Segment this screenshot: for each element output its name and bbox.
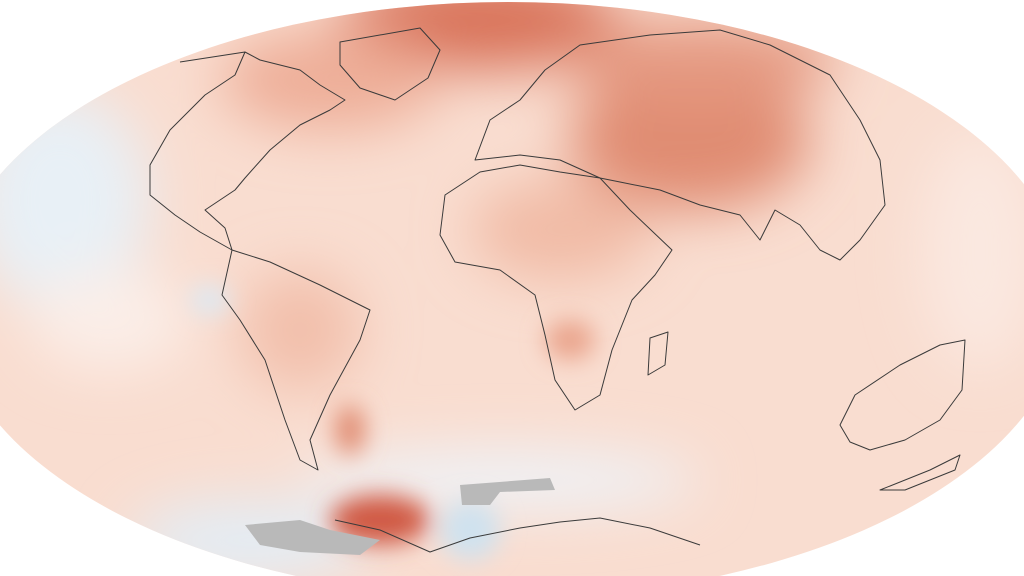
- cool-patch: [190, 285, 230, 315]
- antarctica: [334, 517, 701, 553]
- greenland: [339, 27, 441, 101]
- new-zealand: [879, 454, 961, 491]
- warm-patch: [240, 270, 360, 390]
- no-data-area: [245, 520, 380, 555]
- warm-patch: [470, 180, 650, 280]
- warm-patch: [220, 30, 440, 130]
- neutral-patch: [30, 270, 190, 370]
- australia: [839, 339, 966, 451]
- strong-anomalies: [190, 285, 595, 560]
- warm-patch: [340, 2, 620, 70]
- madagascar: [647, 331, 669, 376]
- warm-patch: [330, 495, 430, 545]
- warm-patch: [570, 70, 810, 210]
- cool-patch: [440, 500, 500, 560]
- warm-patch: [335, 405, 365, 455]
- north-america: [149, 51, 346, 251]
- neutral-patch: [920, 130, 1024, 370]
- coastlines: [149, 27, 966, 553]
- africa: [439, 164, 673, 411]
- warm-patch: [560, 20, 840, 100]
- no-data-area: [460, 478, 555, 505]
- cool-patch: [300, 450, 700, 510]
- warm-patch: [545, 320, 595, 360]
- south-america: [221, 249, 371, 471]
- eurasia: [474, 29, 886, 261]
